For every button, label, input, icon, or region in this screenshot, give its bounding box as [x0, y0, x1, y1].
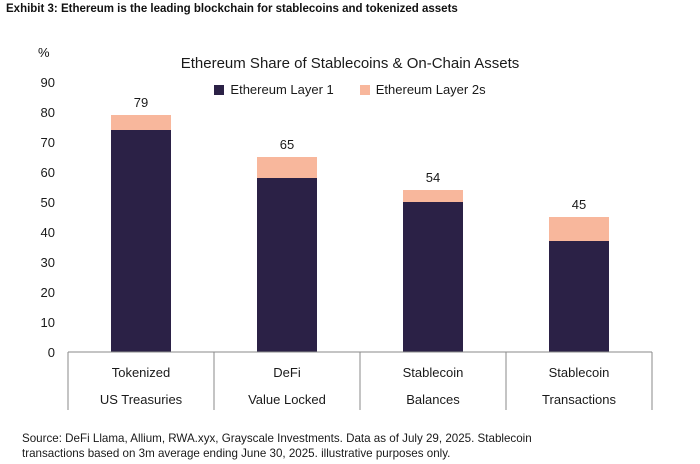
y-tick-label: 80 — [41, 105, 55, 120]
bar-layer1 — [111, 130, 171, 352]
legend-item-layer1: Ethereum Layer 1 — [214, 82, 334, 97]
source-line-1: Source: DeFi Llama, Allium, RWA.xyx, Gra… — [22, 432, 532, 445]
legend-swatch-layer1 — [214, 84, 225, 95]
bar-layer2 — [403, 190, 463, 202]
x-tick-label: US Treasuries — [100, 392, 183, 407]
bar-layer1 — [403, 202, 463, 352]
y-tick-label: 60 — [41, 165, 55, 180]
legend-label-layer2: Ethereum Layer 2s — [375, 82, 486, 97]
x-tick-label: Balances — [406, 392, 460, 407]
y-tick-label: 90 — [41, 75, 55, 90]
chart-legend: Ethereum Layer 1 Ethereum Layer 2s — [0, 82, 700, 97]
y-tick-label: 70 — [41, 135, 55, 150]
y-tick-label: 40 — [41, 225, 55, 240]
source-note: Source: DeFi Llama, Allium, RWA.xyx, Gra… — [22, 431, 682, 461]
y-tick-label: 50 — [41, 195, 55, 210]
y-tick-label: 0 — [48, 345, 55, 360]
y-tick-label: 30 — [41, 255, 55, 270]
bar-total-label: 65 — [280, 137, 294, 152]
bar-layer1 — [549, 241, 609, 352]
legend-item-layer2: Ethereum Layer 2s — [359, 82, 486, 97]
bar-layer1 — [257, 178, 317, 352]
x-tick-label: Value Locked — [248, 392, 326, 407]
exhibit-title: Exhibit 3: Ethereum is the leading block… — [6, 3, 458, 15]
bar-chart-plot: 0 10 20 30 40 50 60 70 80 90 79 65 54 45 Tokenized US T… — [41, 75, 653, 410]
chart-title: Ethereum Share of Stablecoins & On-Chain… — [180, 55, 520, 72]
bar-total-label: 54 — [426, 170, 440, 185]
bar-layer2 — [257, 157, 317, 178]
bar-total-label: 45 — [572, 197, 586, 212]
bar-total-label: 79 — [134, 95, 148, 110]
legend-label-layer1: Ethereum Layer 1 — [230, 82, 334, 97]
y-tick-label: 10 — [41, 315, 55, 330]
source-line-2: transactions based on 3m average ending … — [22, 447, 451, 460]
x-tick-label: Stablecoin — [549, 365, 610, 380]
x-tick-label: DeFi — [273, 365, 301, 380]
y-tick-label: 20 — [41, 285, 55, 300]
x-tick-label: Stablecoin — [403, 365, 464, 380]
legend-swatch-layer2 — [359, 84, 370, 95]
bar-layer2 — [111, 115, 171, 130]
bar-layer2 — [549, 217, 609, 241]
x-tick-label: Transactions — [542, 392, 616, 407]
x-tick-label: Tokenized — [112, 365, 171, 380]
y-axis-unit-label: % — [38, 45, 50, 60]
